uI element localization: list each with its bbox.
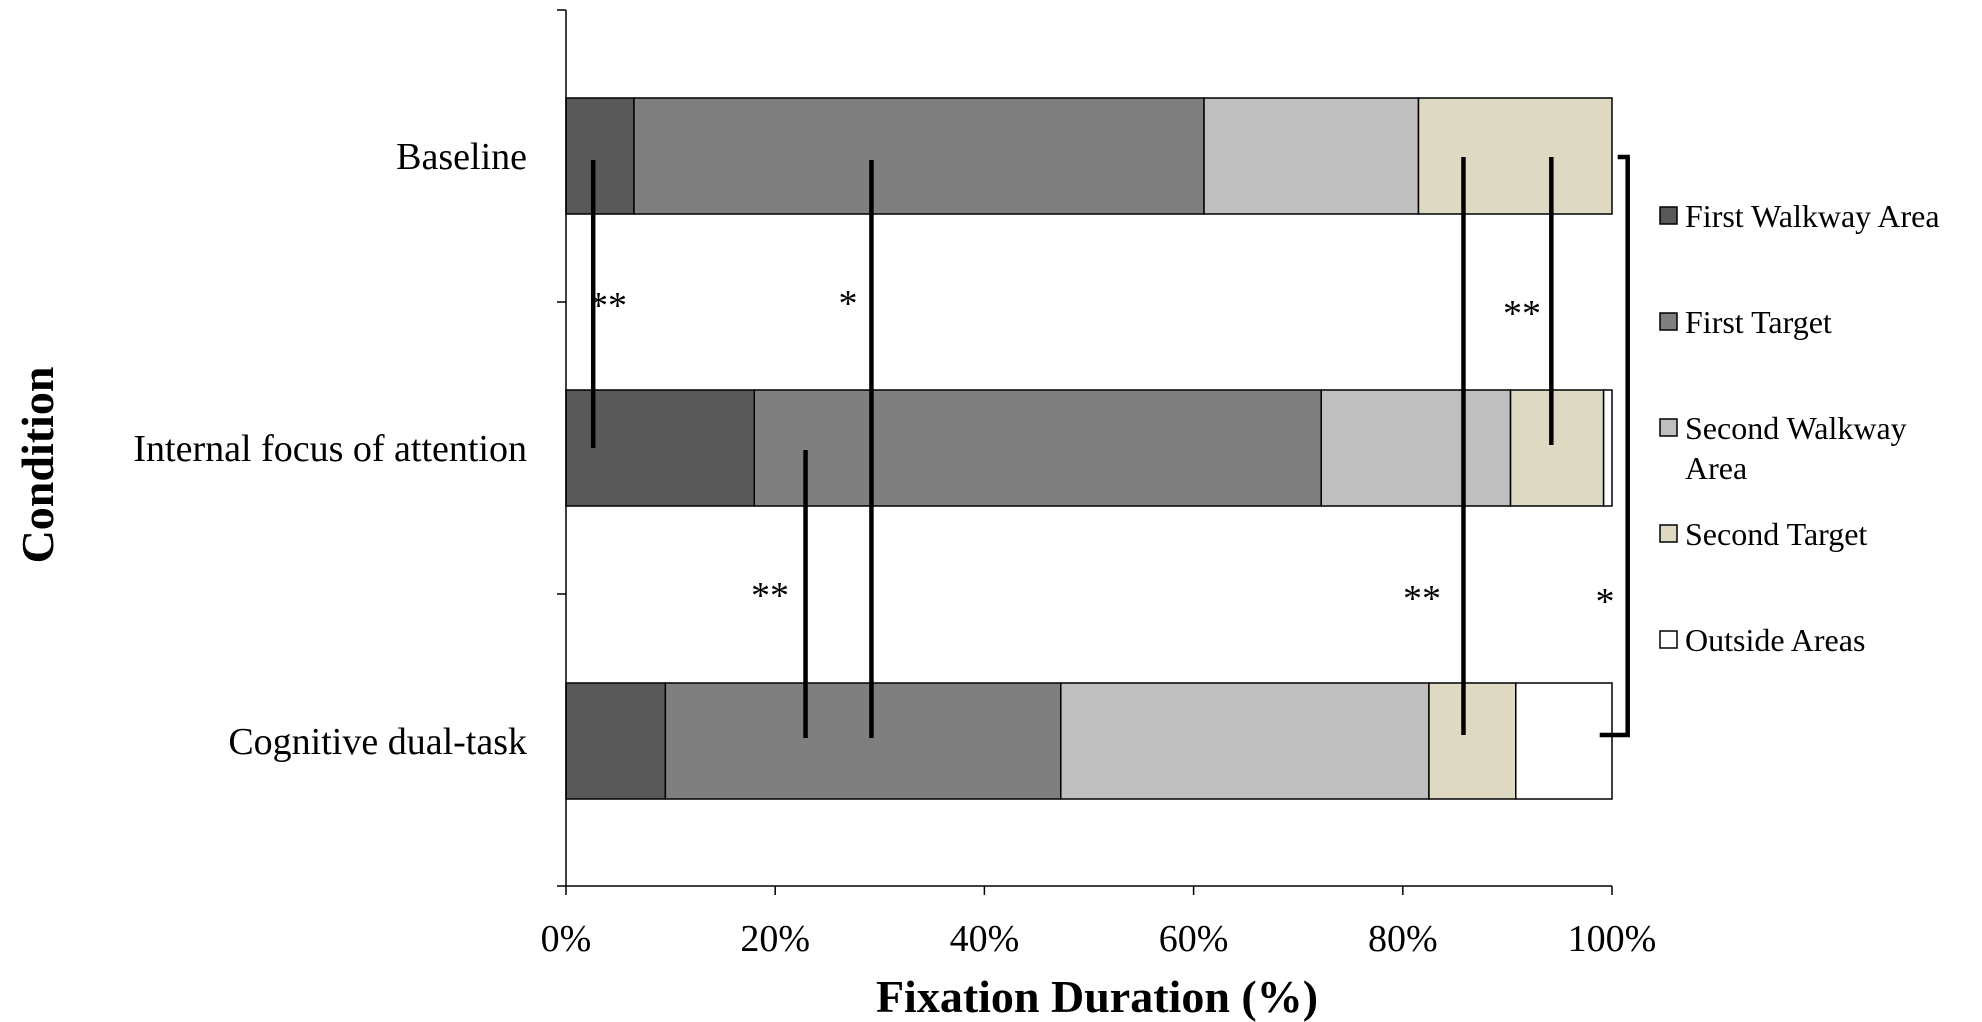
bar-cognitive-dual-task-outside-areas [1515,682,1613,800]
x-tick-label: 20% [740,918,810,960]
legend-label: Area [1685,450,1747,486]
bar-baseline-second-walkway-area [1203,97,1420,215]
x-tick-labels: 0% 20% 40% 60% 80% 100% [541,918,1657,960]
legend-swatch-second-target [1659,524,1678,543]
bar-internal-focus-of-attention-first-target [753,389,1322,507]
bar-internal-focus-of-attention-outside-areas [1602,389,1613,507]
bar-cognitive-dual-task-first-walkway-area [565,682,667,800]
bar-internal-focus-of-attention-second-target [1509,389,1605,507]
bar-internal-focus-of-attention-second-walkway-area [1320,389,1512,507]
x-tick-label: 60% [1159,918,1229,960]
legend-swatch-first-target [1659,312,1678,331]
significance-label: ** [1503,293,1541,335]
bar-cognitive-dual-task-first-target [664,682,1062,800]
legend-label: First Target [1685,304,1832,340]
significance-label: ** [751,575,789,617]
bar-cognitive-dual-task-second-target [1428,682,1517,800]
legend-label: Second Target [1685,516,1867,552]
bar-baseline-second-target [1417,97,1613,215]
x-tick-label: 0% [541,918,592,960]
legend-swatch-first-walkway-area [1659,206,1678,225]
significance-label: * [1596,581,1615,623]
legend: First Walkway Area First Target Second Wal… [1659,198,1940,658]
category-label: Cognitive dual-task [228,721,527,763]
significance-markers: ** * **** ** * [589,154,1630,738]
significance-label: * [839,283,858,325]
category-label: Internal focus of attention [133,428,527,470]
category-label: Baseline [396,136,527,178]
legend-label: Outside Areas [1685,622,1865,658]
legend-swatch-second-walkway-area [1659,418,1678,437]
bar-group [565,97,1613,800]
legend-label: Second Walkway [1685,410,1907,446]
significance-label: ** [1403,578,1441,620]
bar-baseline-first-walkway-area [565,97,635,215]
bar-cognitive-dual-task-second-walkway-area [1060,682,1430,800]
y-axis-title: Condition [12,367,63,564]
x-tick-label: 100% [1568,918,1657,960]
x-tick-label: 80% [1368,918,1438,960]
significance-label: ** [589,285,627,327]
legend-swatch-outside-areas [1659,630,1678,649]
x-axis-title: Fixation Duration (%) [876,971,1318,1022]
x-tick-label: 40% [950,918,1020,960]
bar-internal-focus-of-attention-first-walkway-area [565,389,756,507]
axes [557,9,1613,895]
bar-baseline-first-target [633,97,1205,215]
legend-label: First Walkway Area [1685,198,1940,234]
category-labels: Baseline Internal focus of attention Cogni… [133,136,527,763]
significance-bracket [1599,154,1630,738]
